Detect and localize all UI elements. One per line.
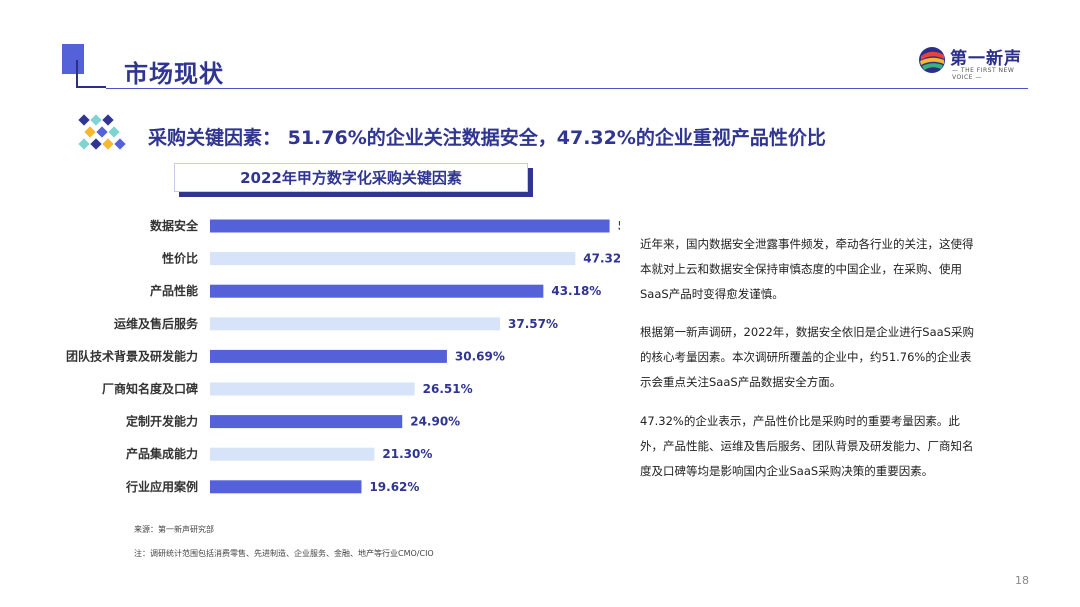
bar [210, 219, 610, 233]
category-label: 行业应用案例 [125, 479, 198, 494]
bar [210, 252, 576, 266]
diamond-pattern-icon [78, 114, 126, 150]
text-paragraph-2: 根据第一新声调研，2022年，数据安全依旧是企业进行SaaS采购的核心考量因素。… [640, 325, 974, 389]
chart-title: 2022年甲方数字化采购关键因素 [174, 163, 528, 192]
value-label: 26.51% [423, 382, 473, 396]
value-label: 47.32% [583, 252, 620, 266]
bar [210, 480, 362, 494]
value-label: 37.57% [508, 317, 558, 331]
bar [210, 349, 447, 363]
category-label: 数据安全 [150, 218, 199, 233]
value-label: 30.69% [455, 349, 505, 363]
logo-name: 第一新声 [950, 49, 1022, 69]
page-title: 市场现状 [124, 60, 224, 88]
text-paragraph-1: 近年来，国内数据安全泄露事件频发，牵动各行业的关注，这使得本就对上云和数据安全保… [640, 237, 974, 301]
category-label: 团队技术背景及研发能力 [66, 348, 198, 363]
category-label: 性价比 [161, 251, 198, 266]
bar [210, 284, 544, 298]
value-label: 43.18% [551, 284, 601, 298]
slide-headline: 采购关键因素： 51.76%的企业关注数据安全，47.32%的企业重视产品性价比 [148, 127, 826, 149]
scope-note: 注：调研统计范围包括消费零售、先进制造、企业服务、金融、地产等行业CMO/CIO [134, 549, 434, 558]
category-label: 产品性能 [150, 283, 198, 298]
value-label: 21.30% [382, 447, 432, 461]
header-divider [106, 88, 1028, 89]
source-note: 来源：第一新声研究部 [134, 525, 214, 534]
value-label: 51.76% [618, 219, 620, 233]
bar [210, 447, 375, 461]
logo-tagline: — THE FIRST NEW VOICE — [952, 67, 1015, 81]
value-label: 24.90% [410, 415, 460, 429]
category-label: 定制开发能力 [126, 414, 198, 429]
page-number: 18 [1015, 574, 1029, 587]
bar-chart: 数据安全 51.76% 性价比 47.32% 产品性能 43.18% 运维及售后服务 37.5… [66, 218, 620, 494]
bar [210, 415, 403, 429]
bar [210, 382, 415, 396]
header-accent-block [62, 44, 84, 74]
category-label: 厂商知名度及口碑 [102, 381, 198, 396]
header-accent-line [76, 60, 106, 88]
logo-mark-icon [919, 47, 945, 73]
brand-logo: 第一新声 — THE FIRST NEW VOICE — [918, 44, 1034, 81]
bar [210, 317, 501, 331]
category-label: 产品集成能力 [126, 446, 198, 461]
text-paragraph-3: 47.32%的企业表示，产品性价比是采购时的重要考量因素。此外，产品性能、运维及… [640, 414, 974, 478]
value-label: 19.62% [369, 480, 419, 494]
category-label: 运维及售后服务 [114, 316, 199, 331]
